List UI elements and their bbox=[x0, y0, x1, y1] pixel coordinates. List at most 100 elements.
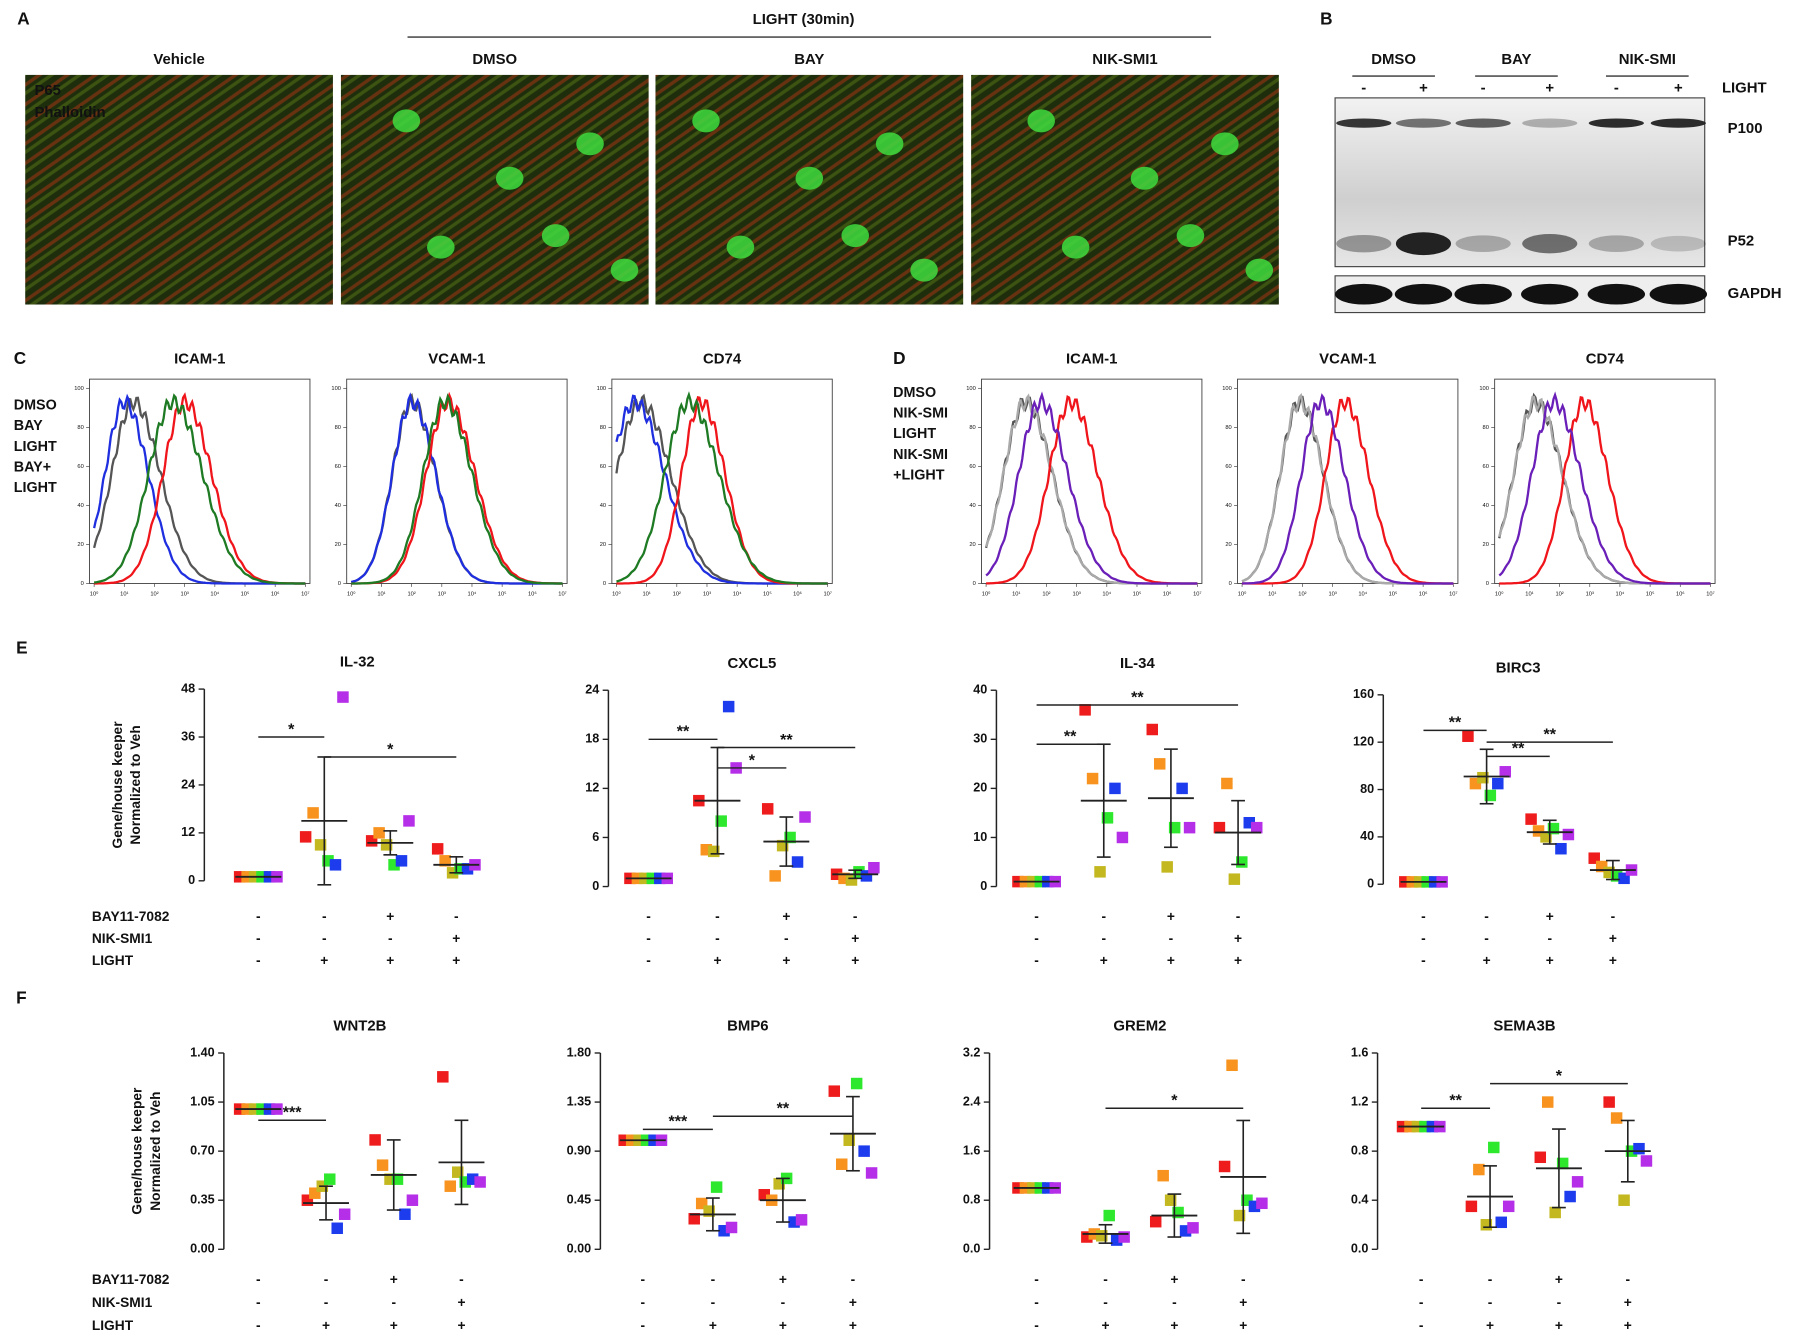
x-tick-label: 10⁶ bbox=[1419, 590, 1428, 597]
treatment-sign: - bbox=[459, 1272, 464, 1287]
data-point bbox=[1236, 856, 1248, 868]
band bbox=[1454, 283, 1512, 305]
nucleus bbox=[795, 166, 824, 190]
treatment-sign: - bbox=[322, 931, 327, 946]
data-point bbox=[466, 1173, 479, 1185]
significance-label: ** bbox=[677, 723, 690, 741]
band-label: GAPDH bbox=[1728, 285, 1782, 302]
treatment-sign: - bbox=[784, 931, 789, 946]
band bbox=[1336, 118, 1392, 128]
treatment-sign: - bbox=[641, 1318, 646, 1333]
histogram-title: ICAM-1 bbox=[174, 351, 225, 368]
plot-frame bbox=[981, 378, 1203, 584]
histogram-curve bbox=[985, 393, 1198, 585]
data-point bbox=[1243, 817, 1256, 829]
y-tick-label: 80 bbox=[77, 425, 83, 431]
x-tick-label: 10⁷ bbox=[301, 590, 309, 597]
x-tick-label: 10⁷ bbox=[823, 590, 831, 597]
significance-label: ** bbox=[1064, 728, 1077, 746]
legend-entry: LIGHT bbox=[893, 426, 936, 442]
data-point bbox=[1473, 1163, 1485, 1176]
panel-label: E bbox=[16, 637, 27, 657]
nucleus bbox=[576, 132, 604, 156]
significance-label: ** bbox=[1512, 740, 1525, 758]
data-point bbox=[758, 1189, 770, 1201]
y-tick-label: 40 bbox=[969, 503, 975, 509]
panel-label: C bbox=[14, 348, 26, 368]
x-tick-label: 10² bbox=[1555, 591, 1563, 597]
data-point bbox=[843, 1134, 855, 1146]
data-point bbox=[365, 835, 378, 847]
data-point bbox=[1226, 1059, 1238, 1072]
histogram-curve bbox=[615, 394, 828, 585]
data-point bbox=[369, 1134, 381, 1146]
treatment-sign: - bbox=[1488, 1295, 1493, 1310]
x-tick-label: 10⁶ bbox=[528, 590, 537, 597]
significance-label: *** bbox=[668, 1113, 688, 1131]
micrograph bbox=[971, 74, 1279, 305]
histogram-title: CD74 bbox=[703, 351, 742, 368]
histogram-curve bbox=[350, 393, 563, 585]
nucleus bbox=[495, 166, 524, 190]
x-tick-label: 10³ bbox=[1328, 591, 1336, 597]
treatment-sign: + bbox=[1167, 953, 1175, 968]
data-point bbox=[1187, 1222, 1199, 1234]
data-point bbox=[322, 855, 334, 867]
treatment-sign: - bbox=[715, 931, 720, 946]
y-tick-label: 0.8 bbox=[1351, 1143, 1369, 1157]
data-point bbox=[710, 1181, 723, 1193]
y-tick-label: 0 bbox=[603, 581, 606, 587]
nucleus bbox=[610, 258, 639, 282]
treatment-sign: - bbox=[324, 1272, 329, 1287]
histogram-curve bbox=[1498, 395, 1711, 585]
data-point bbox=[1157, 1169, 1169, 1182]
data-point bbox=[1495, 1216, 1507, 1229]
y-tick-label: 60 bbox=[1483, 464, 1489, 470]
treatment-sign: + bbox=[851, 931, 859, 946]
histogram-curve bbox=[93, 393, 306, 585]
treatment-name: NIK-SMI1 bbox=[92, 931, 153, 946]
nucleus bbox=[1061, 235, 1090, 259]
treatment-sign: + bbox=[390, 1272, 398, 1287]
treatment-sign: - bbox=[1034, 931, 1039, 946]
treatment-sign: - bbox=[1103, 1272, 1108, 1287]
nucleus bbox=[541, 224, 570, 248]
lane-sign: + bbox=[1674, 80, 1683, 97]
band bbox=[1521, 283, 1579, 305]
nucleus bbox=[875, 132, 904, 156]
micrograph-shade bbox=[340, 74, 649, 305]
band-label: P100 bbox=[1728, 120, 1763, 137]
micrograph-shade bbox=[25, 74, 333, 305]
x-tick-label: 10⁶ bbox=[1676, 590, 1685, 597]
y-tick-label: 0 bbox=[973, 581, 976, 587]
x-tick-label: 10⁴ bbox=[1102, 590, 1111, 597]
y-tick-label: 40 bbox=[1360, 829, 1374, 843]
treatment-sign: - bbox=[646, 953, 651, 968]
plot-frame bbox=[611, 378, 833, 584]
chart-title: CXCL5 bbox=[727, 655, 776, 672]
significance-label: * bbox=[1556, 1067, 1563, 1085]
data-point bbox=[1562, 828, 1575, 841]
legend-entry: DMSO bbox=[14, 397, 57, 413]
x-tick-label: 10⁰ bbox=[1495, 590, 1504, 597]
y-tick-label: 1.6 bbox=[1351, 1045, 1369, 1059]
data-point bbox=[1532, 825, 1545, 837]
treatment-sign: - bbox=[1034, 1272, 1039, 1287]
treatment-sign: + bbox=[1100, 953, 1108, 968]
x-tick-label: 10⁵ bbox=[763, 590, 772, 597]
data-point bbox=[703, 1205, 715, 1217]
data-point bbox=[1096, 1230, 1108, 1242]
data-point bbox=[1488, 1141, 1500, 1154]
y-tick-label: 20 bbox=[1483, 542, 1489, 548]
data-point bbox=[1164, 1194, 1177, 1206]
data-point bbox=[1179, 1225, 1192, 1237]
treatment-sign: - bbox=[1557, 1295, 1562, 1310]
data-point bbox=[388, 859, 400, 871]
treatment-sign: - bbox=[1421, 931, 1426, 946]
data-point bbox=[406, 1194, 419, 1206]
significance-label: ** bbox=[780, 731, 793, 749]
data-point bbox=[776, 839, 789, 852]
data-point bbox=[1256, 1197, 1268, 1210]
x-tick-label: 10¹ bbox=[377, 591, 385, 597]
chart-title: SEMA3B bbox=[1493, 1018, 1555, 1035]
